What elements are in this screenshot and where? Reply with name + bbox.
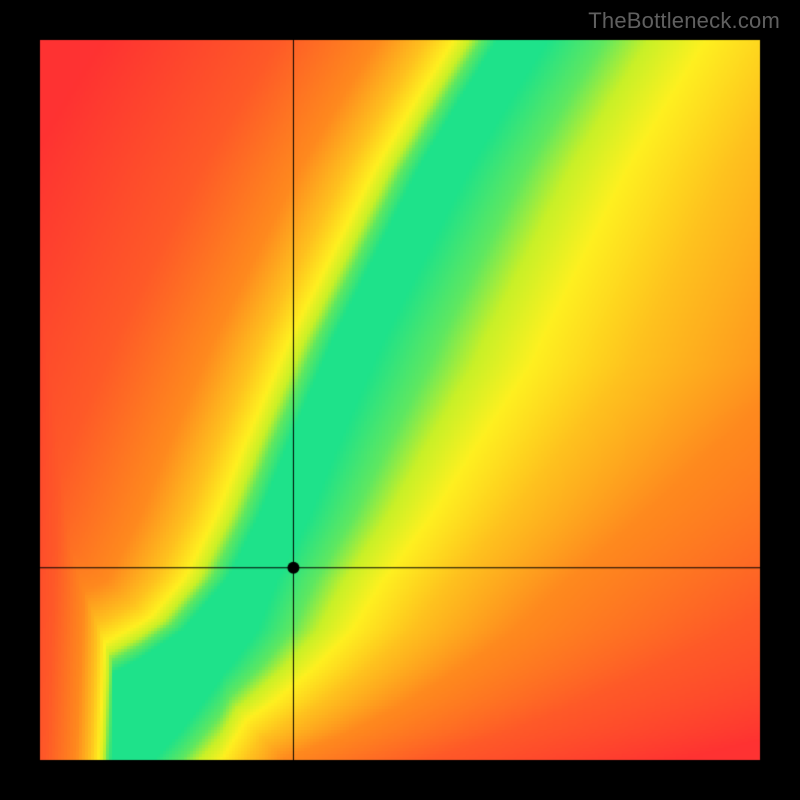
bottleneck-heatmap: [0, 0, 800, 800]
attribution-text: TheBottleneck.com: [588, 8, 780, 34]
